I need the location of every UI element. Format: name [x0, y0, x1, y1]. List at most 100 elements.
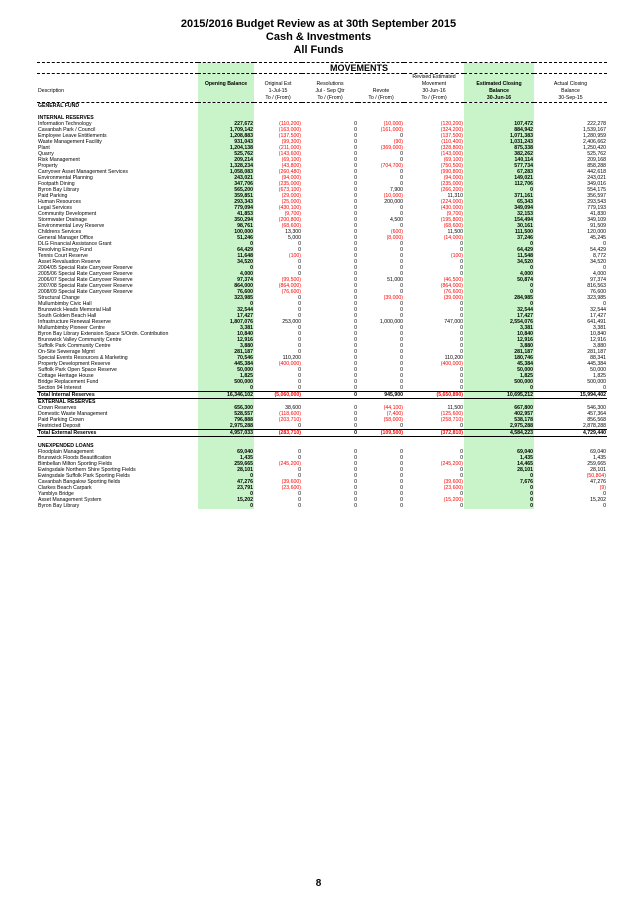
value-cell: 0	[298, 349, 301, 355]
value-cell: 402,957	[464, 411, 535, 417]
value-cell: 0	[400, 133, 403, 139]
value-cell: 0	[198, 385, 254, 392]
value-cell: (68,600)	[443, 223, 464, 229]
value-cell: 0	[460, 349, 464, 355]
value-cell: 0	[354, 223, 357, 229]
row-description: Byron Bay Library	[38, 503, 80, 509]
value-cell: 0	[400, 461, 403, 467]
table-row: Clarkes Beach Carpark 23,791 (23,600) 0 0 (23…	[37, 485, 607, 491]
value-cell: (100)	[450, 253, 464, 259]
value-cell: 3,880	[593, 343, 607, 349]
value-cell: 41,853	[198, 211, 254, 217]
value-cell: 1,071,383	[464, 133, 535, 139]
value-cell: 0	[354, 181, 357, 187]
value-cell: 0	[400, 497, 403, 503]
value-cell: 0	[400, 157, 403, 163]
row-description: Carryover Asset Management Services	[38, 169, 128, 175]
value-cell: 3,381	[198, 325, 254, 331]
value-cell: 4,000	[593, 271, 607, 277]
value-cell: 11,500	[447, 405, 464, 411]
row-description: Cavanbah Bangalow Sporting fields	[38, 479, 121, 485]
row-description: Community Development	[38, 211, 97, 217]
value-cell: 28,101	[464, 467, 535, 473]
value-cell: 30-Jun-16	[464, 95, 535, 103]
row-description: Crown Reserves	[38, 405, 77, 411]
value-cell: 864,000	[198, 283, 254, 289]
value-cell: 10,695,212	[464, 391, 535, 399]
row-description: Brunswick Heads Memorial Hall	[38, 307, 112, 313]
value-cell: (109,500)	[358, 429, 404, 437]
value-cell: 0	[354, 127, 357, 133]
value-cell	[254, 74, 302, 82]
value-cell: 0	[198, 265, 254, 271]
value-cell: 76,600	[590, 289, 607, 295]
value-cell: 0	[460, 241, 464, 247]
value-cell: 347,706	[198, 181, 254, 187]
row-description: 2008/09 Special Rate Carryover Reserve	[38, 289, 133, 295]
value-cell: 1,825	[198, 373, 254, 379]
value-cell: 32,544	[198, 307, 254, 313]
value-cell: 1,208,883	[198, 133, 254, 139]
value-cell: 3,880	[464, 343, 535, 349]
value-cell: 445,384	[198, 361, 254, 367]
value-cell: (120,200)	[440, 121, 464, 127]
row-description: Clarkes Beach Carpark	[38, 485, 92, 491]
table-row: 2005/06 Special Rate Carryover Reserve 4,…	[37, 271, 607, 277]
value-cell: 47,276	[198, 479, 254, 485]
value-cell: 0	[603, 385, 607, 391]
value-cell: 0	[400, 473, 403, 479]
table-row: Asset Management System 15,202 0 0 0 (15,200)…	[37, 497, 607, 503]
value-cell: 15,202	[198, 497, 254, 503]
value-cell: 0	[460, 473, 464, 479]
value-cell: 7,676	[464, 479, 535, 485]
value-cell: 0	[400, 169, 403, 175]
row-description: Quarry	[38, 151, 54, 157]
total-internal-reserves-row: Total Internal Reserves 16,346,102 (5,060,…	[37, 391, 608, 399]
value-cell: 0	[298, 423, 301, 429]
value-cell	[358, 74, 404, 82]
value-cell: 0	[354, 319, 357, 325]
value-cell	[464, 115, 535, 121]
value-cell: 4,729,440	[534, 429, 608, 437]
title-line-3: All Funds	[293, 44, 344, 56]
value-cell: 0	[400, 151, 403, 157]
column-header-row: Revised Estimated	[37, 73, 607, 82]
budget-review-table: MOVEMENTS Revised Estimated Opening Balan…	[37, 62, 608, 509]
value-cell: 0	[198, 473, 254, 479]
value-cell: 0	[298, 247, 301, 253]
value-cell: 0	[298, 379, 301, 385]
value-cell: 0	[460, 259, 464, 265]
table-row: Ewingsdale Suffolk Park Sporting Fields 0…	[37, 473, 607, 479]
table-row: Floodplain Management 69,040 0 0 0 0 69,040 69,…	[37, 449, 607, 455]
value-cell: 0	[464, 485, 535, 491]
row-description: Revolving Energy Fund	[38, 247, 92, 253]
value-cell: 0	[354, 133, 357, 139]
value-cell: 0	[400, 181, 403, 187]
value-cell: 28,101	[198, 467, 254, 473]
value-cell: 111,500	[464, 229, 535, 235]
value-cell: 1,204,138	[198, 145, 254, 151]
value-cell: (163,000)	[278, 127, 301, 133]
value-cell: Movement	[421, 81, 447, 87]
total-external-reserves-row: Total External Reserves 4,957,033 (283,710…	[37, 429, 608, 437]
value-cell: (9)	[599, 485, 607, 491]
value-cell: 69,040	[198, 449, 254, 455]
value-cell: 0	[464, 265, 535, 271]
table-row: Restricted Deposit 2,975,288 0 0 0 0 2,975,288…	[37, 423, 607, 430]
value-cell: 37,246	[464, 235, 535, 241]
value-cell: 500,000	[464, 379, 535, 385]
value-cell: (110,400)	[441, 139, 464, 145]
value-cell: 97,374	[590, 277, 607, 283]
table-row: Legal Services 779,094 (430,100) 0 0 (430,000…	[37, 205, 607, 211]
value-cell: 0	[298, 325, 301, 331]
row-description: Plant	[38, 145, 50, 151]
value-cell: 0	[354, 343, 357, 349]
value-cell: 2,975,288	[464, 423, 535, 430]
value-cell: 4,584,223	[464, 429, 535, 437]
value-cell: 0	[464, 491, 535, 497]
value-cell: (43,800)	[281, 163, 301, 169]
value-cell: 0	[400, 491, 403, 497]
table-row: Ewingsdale Northern Shire Sporting Field…	[37, 467, 607, 473]
value-cell: 1-Jul-15	[268, 88, 288, 94]
value-cell: 88,341	[590, 355, 607, 361]
